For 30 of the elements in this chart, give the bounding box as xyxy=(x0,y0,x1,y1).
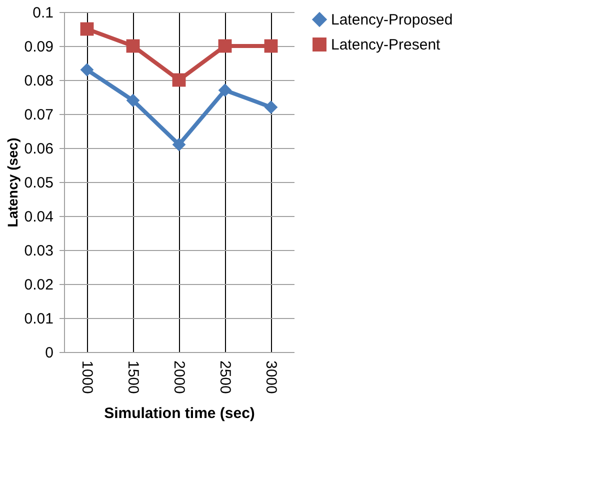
y-tick-label: 0.03 xyxy=(24,242,54,260)
x-tick-label: 1000 xyxy=(78,360,96,394)
point xyxy=(80,22,94,36)
x-axis-title: Simulation time (sec) xyxy=(104,404,255,422)
point xyxy=(264,100,278,114)
x-tick-label: 1500 xyxy=(124,360,142,394)
x-tick-label: 2500 xyxy=(216,360,234,394)
point xyxy=(218,83,232,97)
x-tick-label: 2000 xyxy=(170,360,188,394)
y-tick-label: 0.01 xyxy=(24,310,54,328)
point xyxy=(172,73,186,87)
legend-label: Latency-Proposed xyxy=(331,12,453,28)
y-tick-label: 0.06 xyxy=(24,140,54,158)
point xyxy=(218,39,232,53)
y-tick-label: 0.09 xyxy=(24,38,54,56)
y-tick-label: 0.08 xyxy=(24,72,54,90)
point xyxy=(126,39,140,53)
y-axis-title: Latency (sec) xyxy=(4,138,20,228)
point xyxy=(264,39,278,53)
point xyxy=(80,63,94,77)
point xyxy=(172,138,186,152)
y-tick-label: 0.04 xyxy=(24,208,54,226)
y-tick-label: 0 xyxy=(45,344,54,362)
x-tick-label: 3000 xyxy=(262,360,280,394)
y-tick-label: 0.1 xyxy=(32,4,54,22)
point xyxy=(126,94,140,108)
y-tick-label: 0.07 xyxy=(24,106,54,124)
legend-label: Latency-Present xyxy=(331,36,442,54)
y-tick-label: 0.02 xyxy=(24,276,54,294)
y-tick-label: 0.05 xyxy=(24,174,54,192)
